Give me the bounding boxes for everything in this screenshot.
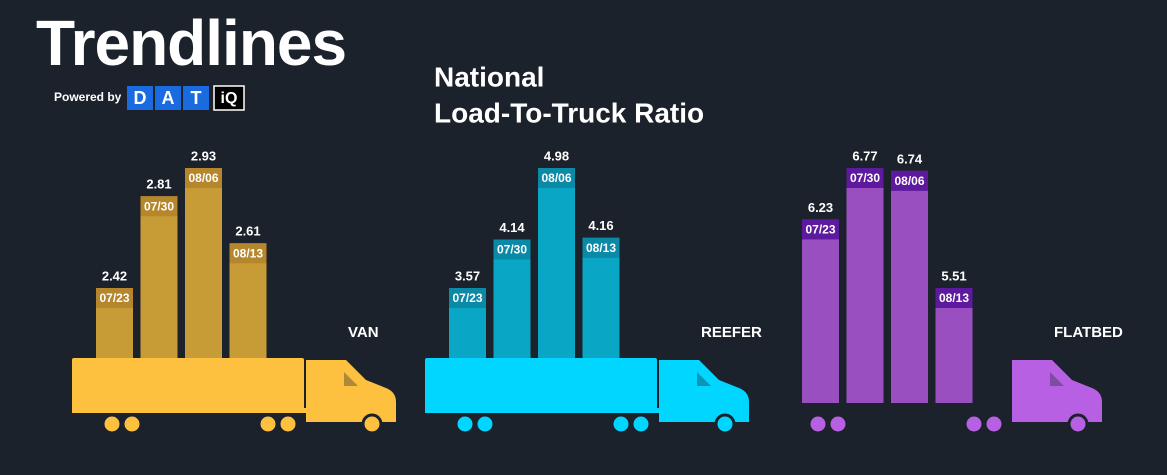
- date-box: [935, 288, 973, 308]
- trailer: [425, 358, 657, 410]
- date-box: [802, 219, 839, 240]
- logo-letter: A: [162, 88, 175, 108]
- logo-box: [183, 86, 209, 110]
- value-label: 2.61: [235, 224, 260, 239]
- bar: [891, 170, 928, 403]
- brand: Trendlines: [36, 7, 346, 79]
- trailer-base: [425, 408, 661, 413]
- wheel: [454, 413, 476, 435]
- wheel: [101, 413, 123, 435]
- truck-cab: [1012, 360, 1102, 422]
- bar: [185, 168, 222, 358]
- wheel: [257, 413, 279, 435]
- wheel: [361, 413, 383, 435]
- value-label: 5.51: [941, 268, 966, 283]
- wheel: [963, 413, 985, 435]
- date-box: [538, 168, 575, 188]
- date-box: [846, 168, 884, 188]
- trailer: [72, 358, 304, 410]
- date-label: 07/23: [99, 291, 129, 305]
- date-label: 07/30: [850, 171, 880, 185]
- date-box: [229, 243, 267, 264]
- date-label: 08/13: [939, 291, 969, 305]
- value-label: 2.42: [102, 268, 127, 283]
- bar: [582, 237, 620, 358]
- logo: D A T iQ: [127, 85, 245, 111]
- cab-window: [1050, 372, 1064, 386]
- date-box: [185, 168, 222, 188]
- wheel: [121, 413, 143, 435]
- value-label: 4.98: [544, 148, 569, 163]
- truck-cab: [306, 360, 396, 422]
- value-label: 3.57: [455, 268, 480, 283]
- date-label: 08/13: [586, 241, 616, 255]
- value-label: 2.93: [191, 148, 216, 163]
- date-box: [582, 237, 620, 258]
- date-box: [449, 288, 486, 308]
- date-box: [493, 239, 531, 260]
- date-label: 08/06: [188, 171, 218, 185]
- trailer-base: [72, 408, 308, 413]
- value-label: 4.16: [588, 218, 613, 233]
- wheel: [827, 413, 849, 435]
- value-label: 4.14: [499, 220, 525, 235]
- bar: [538, 168, 575, 358]
- wheel: [277, 413, 299, 435]
- cab-window: [697, 372, 711, 386]
- value-label: 6.77: [852, 148, 877, 163]
- value-label: 2.81: [146, 177, 171, 192]
- bar: [802, 219, 839, 403]
- bar: [140, 196, 178, 358]
- date-label: 07/30: [144, 199, 174, 213]
- logo-box: [127, 86, 153, 110]
- date-label: 08/06: [894, 174, 924, 188]
- date-label: 07/30: [497, 243, 527, 257]
- chart-label: FLATBED: [1054, 324, 1123, 341]
- title-line: Load-To-Truck Ratio: [434, 97, 704, 128]
- wheel: [474, 413, 496, 435]
- chart-label: REEFER: [701, 324, 762, 341]
- value-label: 6.23: [808, 200, 833, 215]
- cab-window: [344, 372, 358, 386]
- date-box: [140, 196, 178, 217]
- logo-letter: T: [191, 88, 202, 108]
- logo-letter: D: [134, 88, 147, 108]
- wheel: [807, 413, 829, 435]
- wheel: [610, 413, 632, 435]
- wheel: [630, 413, 652, 435]
- wheel: [983, 413, 1005, 435]
- bar: [846, 168, 884, 403]
- date-box: [96, 288, 133, 308]
- logo-suffix: iQ: [221, 90, 238, 107]
- logo-box: [213, 85, 245, 111]
- date-label: 07/23: [805, 223, 835, 237]
- title-line: National: [434, 61, 544, 92]
- chart-label: VAN: [348, 324, 379, 341]
- date-label: 07/23: [452, 291, 482, 305]
- date-label: 08/13: [233, 246, 263, 260]
- wheel: [1067, 413, 1089, 435]
- value-label: 6.74: [897, 151, 923, 166]
- logo-box: [155, 86, 181, 110]
- date-box: [891, 170, 928, 191]
- date-label: 08/06: [541, 171, 571, 185]
- truck-cab: [659, 360, 749, 422]
- powered-by: Powered by: [54, 90, 122, 104]
- wheel: [714, 413, 736, 435]
